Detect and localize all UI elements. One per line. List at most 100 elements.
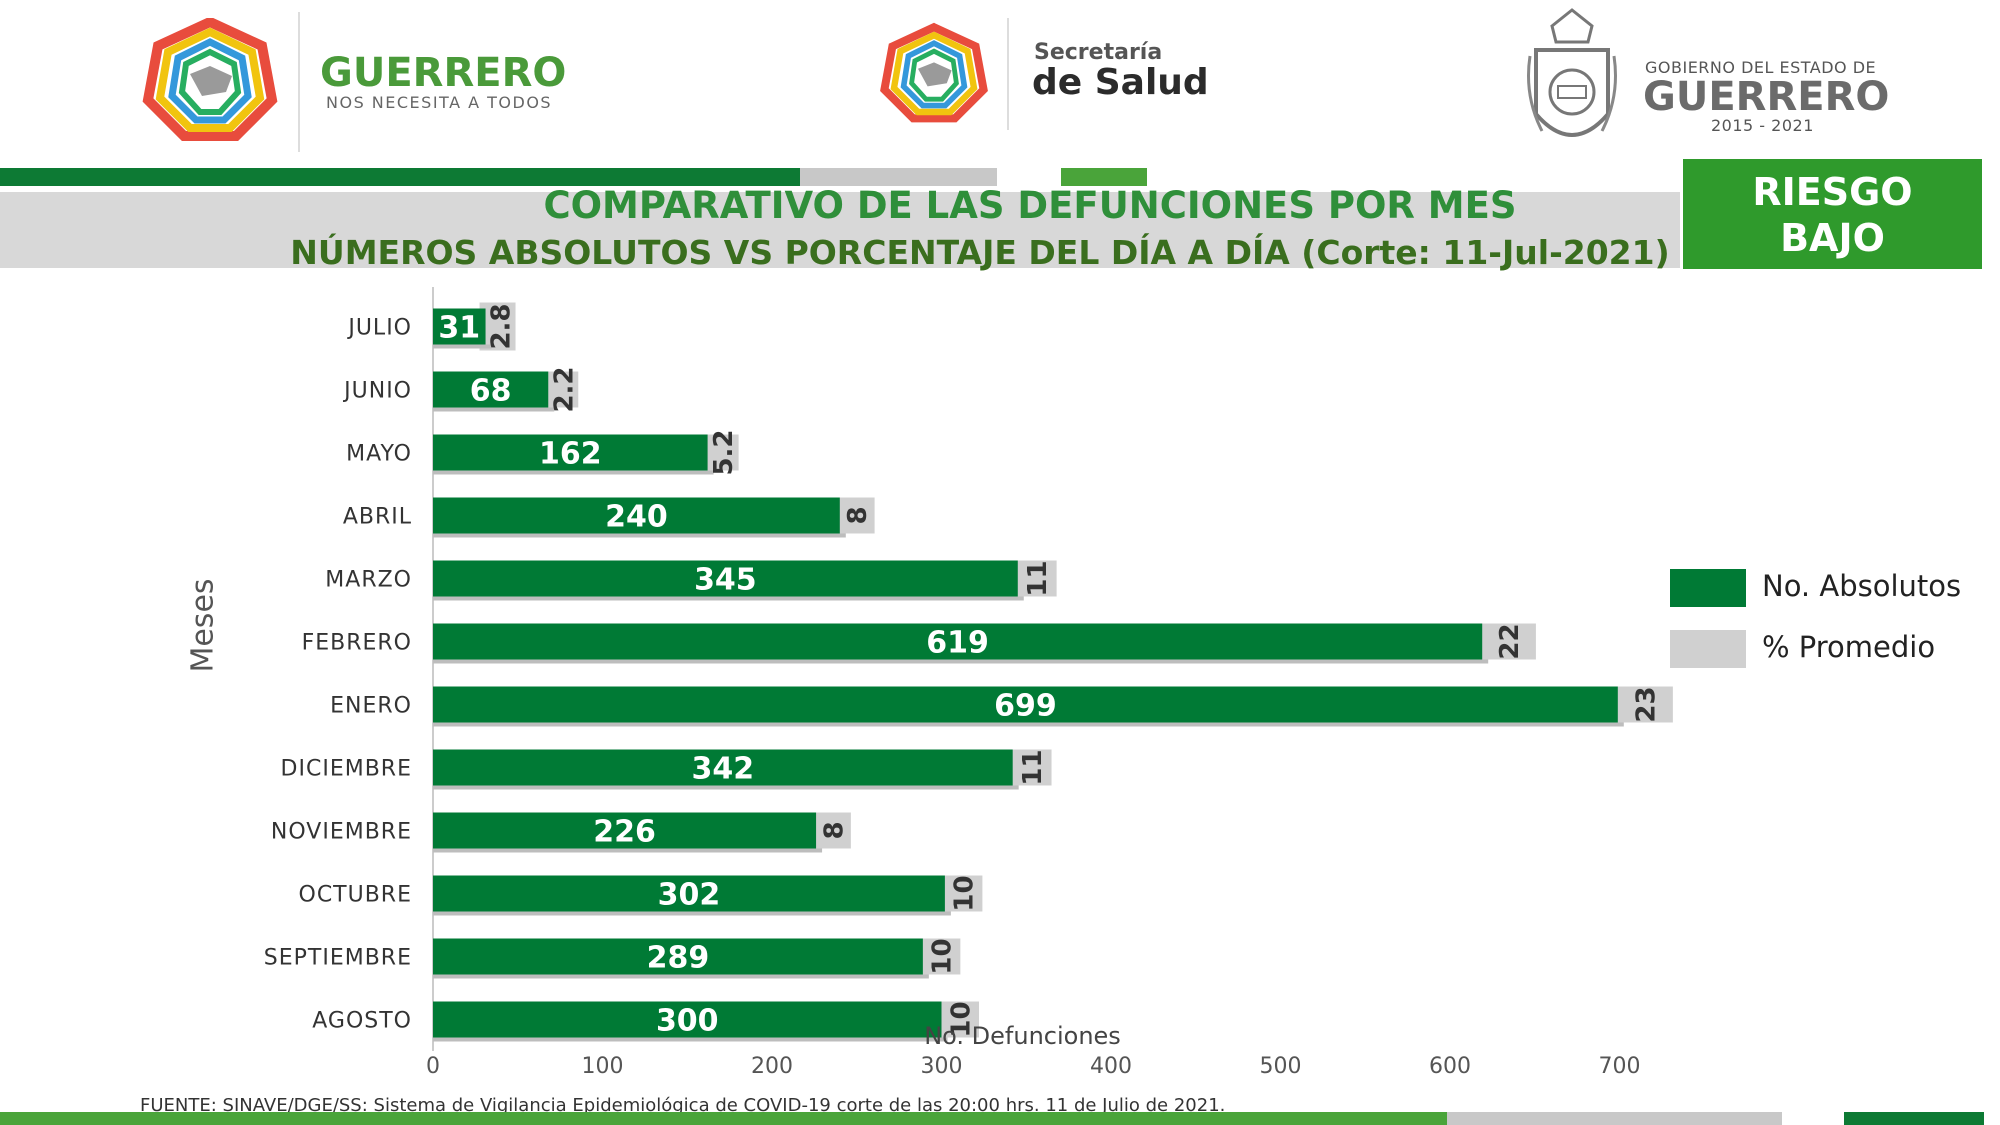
data-label-percent: 11 [1023,560,1053,596]
bar-percent [810,812,851,849]
bar-absolute [433,686,1618,723]
bar-shadow [433,785,1019,790]
bar-shadow [433,533,846,538]
bottom-band-gray [1447,1112,1782,1125]
data-label-absolute: 31 [438,311,480,346]
salud-logo-line2: de Salud [1032,62,1209,103]
bar-absolute [433,749,1013,786]
legend-swatch-percent [1670,630,1746,668]
data-label-absolute: 162 [539,437,602,472]
top-band-light-green [1061,168,1147,186]
bar-percent [479,302,516,351]
data-label-absolute: 342 [692,752,755,787]
salud-logo-line1: Secretaría [1034,40,1163,65]
bar-percent [938,875,983,912]
y-axis-title: Meses [185,578,221,673]
category-label: DICIEMBRE [281,757,412,782]
legend-label-percent: % Promedio [1762,630,1936,664]
bar-percent [1476,623,1536,660]
legend: No. Absolutos % Promedio [1670,567,1990,677]
data-label-percent: 10 [928,938,958,974]
bar-shadow [433,659,1489,664]
data-label-absolute: 699 [994,689,1057,724]
bar-shadow [433,596,1024,601]
category-label: ENERO [330,694,412,719]
top-band-gray [800,168,997,186]
bar-percent [1611,686,1673,723]
x-tick-label: 400 [1090,1054,1132,1079]
bar-percent [935,1001,979,1038]
data-label-absolute: 302 [658,878,721,913]
category-label: FEBRERO [302,631,412,656]
chart-title: COMPARATIVO DE LAS DEFUNCIONES POR MES [543,184,1517,227]
data-label-absolute: 240 [605,500,668,535]
gov-logo-line2: GUERRERO [1643,74,1890,120]
bottom-band-green [0,1112,1447,1125]
gov-logo-line1: GOBIERNO DEL ESTADO DE [1645,58,1877,77]
bar-absolute [433,812,817,849]
bar-percent [1006,749,1052,786]
category-label: AGOSTO [312,1009,412,1034]
header-divider-center [1007,18,1009,130]
chart-subtitle: NÚMEROS ABSOLUTOS VS PORCENTAJE DEL DÍA … [290,233,1670,272]
x-tick-label: 600 [1429,1054,1471,1079]
category-label: JULIO [346,316,412,341]
legend-label-absolute: No. Absolutos [1762,569,1962,603]
data-label-percent: 5.2 [709,429,739,475]
bar-percent [701,434,739,471]
top-band-dark-green [0,168,800,186]
bar-absolute [433,1001,942,1038]
x-tick-label: 300 [921,1054,963,1079]
x-axis-title: No. Defunciones [924,1022,1121,1050]
bar-absolute [433,560,1018,597]
data-label-absolute: 619 [926,626,989,661]
data-label-percent: 23 [1631,686,1661,722]
data-label-percent: 2.2 [549,366,579,412]
bar-absolute [433,308,486,345]
data-label-percent: 8 [843,506,873,524]
x-tick-label: 700 [1599,1054,1641,1079]
data-label-percent: 8 [819,821,849,839]
bar-percent [833,497,875,534]
bar-percent [916,938,961,975]
bar-absolute [433,434,708,471]
legend-swatch-absolute [1670,569,1746,607]
data-label-percent: 11 [1018,749,1048,785]
bar-percent [1011,560,1057,597]
bar-shadow [433,407,555,412]
x-tick-label: 0 [426,1054,440,1079]
bar-absolute [433,938,923,975]
x-tick-label: 200 [751,1054,793,1079]
data-label-absolute: 226 [593,815,656,850]
category-label: MARZO [325,568,412,593]
category-label: JUNIO [342,379,412,404]
risk-badge-line2: BAJO [1780,216,1885,260]
data-label-absolute: 68 [470,374,512,409]
guerrero-emblem-icon [142,16,278,141]
salud-logo [878,18,990,130]
data-label-percent: 2.8 [487,303,517,349]
data-label-absolute: 289 [647,941,710,976]
data-label-percent: 22 [1495,623,1525,659]
category-label: SEPTIEMBRE [264,946,412,971]
guerrero-logo-subtitle: NOS NECESITA A TODOS [326,93,553,112]
x-tick-label: 500 [1260,1054,1302,1079]
bar-shadow [433,470,714,475]
bar-absolute [433,875,945,912]
guerrero-logo [140,16,280,143]
risk-badge-line1: RIESGO [1752,170,1913,214]
guerrero-logo-title: GUERRERO [320,50,567,96]
data-label-percent: 10 [950,875,980,911]
header-divider-left [298,12,300,152]
bar-shadow [433,1037,948,1042]
salud-emblem-icon [880,22,988,123]
category-label: OCTUBRE [299,883,413,908]
bar-shadow [433,974,929,979]
data-label-absolute: 300 [656,1004,719,1039]
data-label-absolute: 345 [694,563,757,598]
state-seal-icon [1527,8,1617,137]
state-seal [1522,6,1622,161]
bar-absolute [433,371,549,408]
bar-absolute [433,497,840,534]
